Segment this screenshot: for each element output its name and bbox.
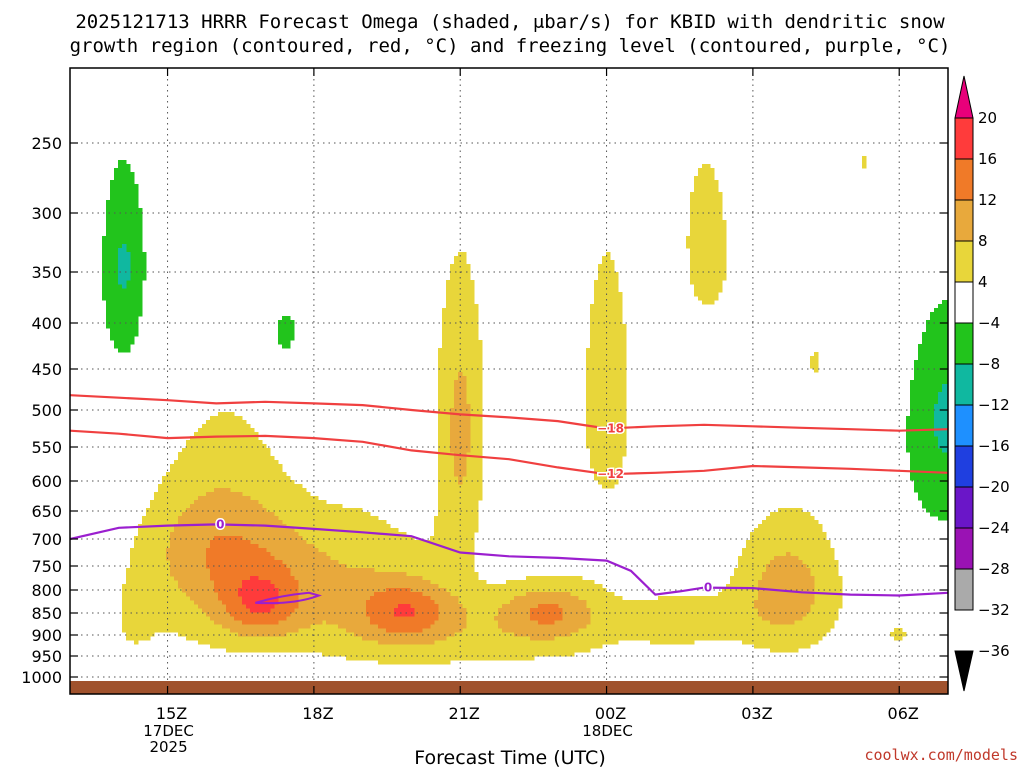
colorbar-label-0: 20 <box>978 109 997 127</box>
x-tick-sublabel-00Z-1: 18DEC <box>582 722 633 740</box>
colorbar-bin-9 <box>954 445 974 488</box>
colorbar-bin-1 <box>954 117 974 160</box>
colorbar-label-10: −24 <box>978 519 1010 537</box>
freezing-level-line <box>70 523 948 597</box>
colorbar-label-3: 8 <box>978 232 988 250</box>
colorbar-label-11: −28 <box>978 560 1010 578</box>
grid-lines <box>70 68 948 694</box>
colorbar-label-5: −4 <box>978 314 1000 332</box>
colorbar-label-9: −20 <box>978 478 1010 496</box>
y-tick-label-800: 800 <box>31 581 62 600</box>
x-axis-title: Forecast Time (UTC) <box>414 747 605 768</box>
y-tick-label-500: 500 <box>31 401 62 420</box>
chart-title-line-2: growth region (contoured, red, °C) and f… <box>70 35 951 57</box>
omega-level-weak-ascent <box>122 156 907 665</box>
colorbar-label-4: 4 <box>978 273 988 291</box>
colorbar-label-13: −36 <box>978 642 1010 660</box>
x-tick-sublabel-15Z-2: 2025 <box>149 738 187 756</box>
isotherm-minus-12-label-1: −12 <box>597 467 624 481</box>
chart-title-line-1: 2025121713 HRRR Forecast Omega (shaded, … <box>75 11 945 33</box>
omega-level-descent-12 <box>118 244 948 453</box>
y-tick-label-350: 350 <box>31 263 62 282</box>
y-tick-label-850: 850 <box>31 604 62 623</box>
colorbar-label-2: 12 <box>978 191 997 209</box>
colorbar-label-1: 16 <box>978 150 997 168</box>
colorbar-bottom-arrow <box>954 650 974 692</box>
omega-level-ascent-16 <box>238 576 415 617</box>
y-axis: 250 300 350 400 450 500 550 600 650 700 750 800 850 9… <box>21 134 948 687</box>
colorbar-bin-10 <box>954 486 974 529</box>
colorbar-bin-12 <box>954 568 974 611</box>
y-tick-label-300: 300 <box>31 204 62 223</box>
x-tick-label-00Z: 00Z <box>595 704 626 723</box>
colorbar-bin-4 <box>954 240 974 283</box>
colorbar-bin-3 <box>954 199 974 242</box>
isotherm-minus-18-line <box>70 394 948 432</box>
freezing-level-closed-contour <box>255 591 322 605</box>
isotherm-minus-18-label-1: −18 <box>597 422 624 436</box>
x-tick-label-06Z: 06Z <box>888 704 919 723</box>
x-tick-sublabel-15Z-1: 17DEC <box>143 722 194 740</box>
colorbar-label-12: −32 <box>978 601 1010 619</box>
x-tick-label-21Z: 21Z <box>449 704 480 723</box>
y-tick-label-700: 700 <box>31 530 62 549</box>
y-tick-label-550: 550 <box>31 438 62 457</box>
y-tick-label-1000: 1000 <box>21 668 62 687</box>
colorbar-bin-11 <box>954 527 974 570</box>
ground-surface <box>70 681 948 694</box>
freezing-level-label-1: 0 <box>216 517 224 531</box>
y-tick-label-750: 750 <box>31 557 62 576</box>
colorbar-label-7: −12 <box>978 396 1010 414</box>
isotherm-minus-12-line <box>70 429 948 476</box>
colorbar-bin-2 <box>954 158 974 201</box>
plot-frame <box>69 67 949 695</box>
x-tick-label-15Z: 15Z <box>156 704 187 723</box>
colorbar-bin-7 <box>954 363 974 406</box>
credit-text: coolwx.com/models <box>864 746 1018 764</box>
y-tick-label-450: 450 <box>31 360 62 379</box>
y-tick-label-400: 400 <box>31 314 62 333</box>
y-tick-label-250: 250 <box>31 134 62 153</box>
colorbar-label-6: −8 <box>978 355 1000 373</box>
x-tick-label-18Z: 18Z <box>302 704 333 723</box>
colorbar-label-8: −16 <box>978 437 1010 455</box>
omega-level-descent-4 <box>102 160 948 521</box>
y-tick-label-950: 950 <box>31 647 62 666</box>
y-tick-label-650: 650 <box>31 502 62 521</box>
colorbar-top-arrow <box>954 75 974 119</box>
y-tick-label-900: 900 <box>31 626 62 645</box>
plot-area: −18 −12 0 0 <box>70 68 948 694</box>
freezing-level-label-2: 0 <box>704 581 712 595</box>
colorbar: 20 16 12 8 4 −4 −8 −12 −16 −20 −24 −28 −32 −36 <box>954 75 1010 692</box>
omega-level-ascent-8 <box>166 372 815 645</box>
colorbar-bin-8 <box>954 404 974 447</box>
contour-lines: −18 −12 0 0 <box>70 394 948 605</box>
y-tick-label-600: 600 <box>31 472 62 491</box>
colorbar-bin-5 <box>954 281 974 324</box>
colorbar-bin-6 <box>954 322 974 365</box>
x-tick-label-03Z: 03Z <box>741 704 772 723</box>
